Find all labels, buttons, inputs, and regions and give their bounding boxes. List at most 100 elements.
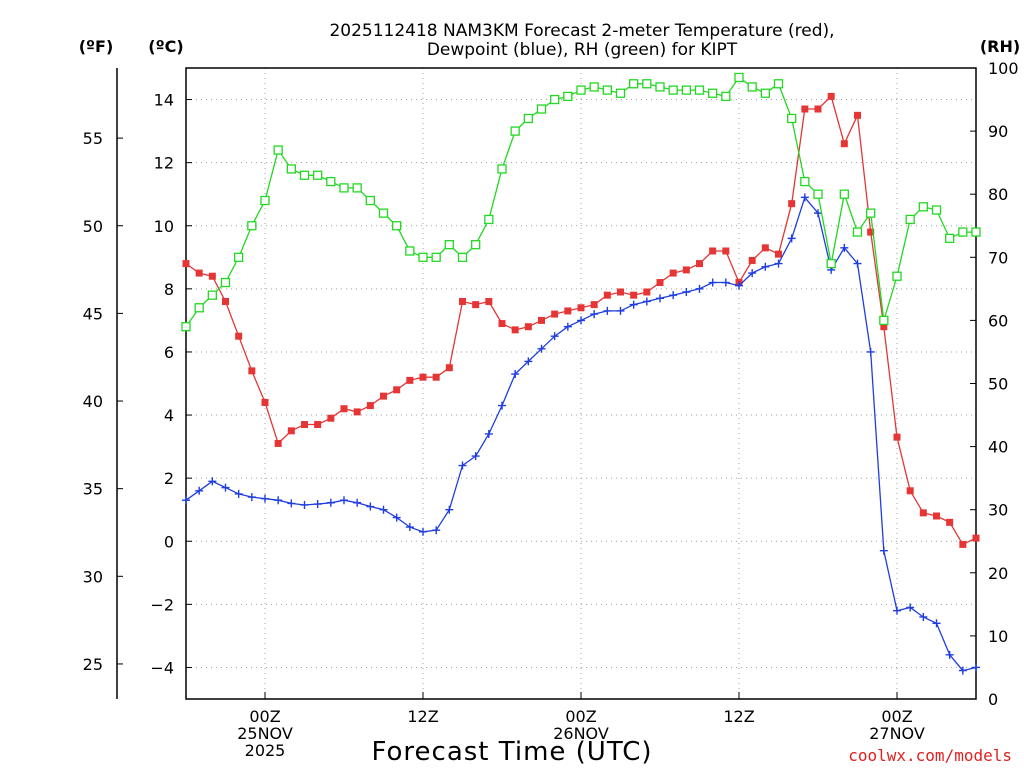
dewpoint-point <box>656 294 664 303</box>
celsius-tick-label: 0 <box>164 532 174 551</box>
rh-point <box>550 94 560 105</box>
rh-tick-label: 90 <box>988 122 1008 141</box>
rh-tick-label: 50 <box>988 375 1008 394</box>
dewpoint-point <box>379 505 388 514</box>
dewpoint-point <box>972 663 980 672</box>
dewpoint-point <box>932 619 941 628</box>
temperature-point <box>682 266 690 274</box>
rh-point <box>655 82 665 92</box>
temperature-point <box>472 301 480 309</box>
rh-tick-label: 0 <box>988 690 998 709</box>
x-tick-label: 25NOV <box>237 724 293 743</box>
temperature-point <box>222 297 229 305</box>
dewpoint-point <box>629 300 638 309</box>
rh-point <box>378 208 389 218</box>
dewpoint-series <box>182 193 980 675</box>
temperature-point <box>696 260 703 268</box>
rh-point <box>247 221 257 231</box>
unit-fahrenheit: (ºF) <box>79 37 114 56</box>
rh-point <box>484 214 494 225</box>
dewpoint-point <box>840 243 849 252</box>
dewpoint-point <box>326 498 335 507</box>
rh-point <box>892 271 902 281</box>
temperature-point <box>195 269 203 277</box>
temperature-point <box>380 392 387 400</box>
temperature-point <box>854 111 861 119</box>
dewpoint-point <box>590 310 599 319</box>
dewpoint-point <box>274 496 283 505</box>
rh-tick-label: 70 <box>988 248 1008 267</box>
temperature-point <box>722 247 730 255</box>
temperature-point <box>485 297 493 305</box>
rh-point <box>523 113 533 124</box>
rh-point <box>313 170 323 180</box>
celsius-tick-label: −4 <box>150 658 174 677</box>
dewpoint-point <box>432 526 441 535</box>
rh-point <box>642 79 652 89</box>
rh-point <box>760 88 770 98</box>
rh-point <box>576 85 586 95</box>
dewpoint-point <box>182 496 190 505</box>
rh-point <box>747 82 757 92</box>
dewpoint-point <box>221 483 230 492</box>
rh-point <box>734 72 744 83</box>
unit-celsius: (ºC) <box>148 37 183 56</box>
dewpoint-point <box>353 498 362 507</box>
x-tick-label: 12Z <box>723 707 754 726</box>
dewpoint-point <box>958 666 967 675</box>
rh-point <box>220 277 231 288</box>
temperature-point <box>788 200 796 208</box>
rh-point <box>931 205 942 215</box>
dewpoint-point <box>195 486 204 495</box>
rh-point <box>405 246 415 256</box>
temperature-point <box>327 414 335 422</box>
tick-labels: −4 −2 0 2 4 6 8 10 12 14 25 30 35 40 45 50 55 0 10 20 30 40 50… <box>83 59 1019 760</box>
rh-point <box>273 145 283 155</box>
temperature-point <box>919 509 927 517</box>
dewpoint-point <box>392 513 401 522</box>
dewpoint-point <box>919 612 928 621</box>
rh-point <box>918 202 928 212</box>
temperature-point <box>814 105 822 113</box>
rh-point <box>181 322 191 332</box>
rh-point <box>945 233 955 244</box>
x-tick-label: 12Z <box>407 707 438 726</box>
temperature-point <box>301 421 308 429</box>
dewpoint-point <box>642 297 651 306</box>
rh-point <box>444 240 454 250</box>
rh-tick-label: 100 <box>988 59 1019 78</box>
axes <box>116 67 977 700</box>
dewpoint-point <box>721 278 730 287</box>
temperature-point <box>972 534 980 542</box>
temperature-point <box>208 272 216 280</box>
chart-title-line2: Dewpoint (blue), RH (green) for KIPT <box>427 40 738 60</box>
temperature-point <box>840 140 848 148</box>
rh-point <box>457 252 468 262</box>
temperature-point <box>445 364 453 372</box>
celsius-tick-label: 4 <box>164 406 174 425</box>
temperature-point <box>498 320 506 328</box>
temperature-point <box>564 307 572 315</box>
temperature-series <box>182 92 980 548</box>
fahrenheit-tick-label: 50 <box>83 217 103 236</box>
rh-point <box>536 104 547 114</box>
fahrenheit-tick-label: 45 <box>83 304 103 323</box>
temperature-point <box>946 518 954 526</box>
dewpoint-point <box>498 401 506 410</box>
rh-point <box>589 82 599 92</box>
dewpoint-point <box>735 281 743 290</box>
dewpoint-point <box>603 306 612 315</box>
temperature-point <box>906 487 914 495</box>
rh-point <box>286 164 296 174</box>
rh-point <box>563 91 573 102</box>
fahrenheit-tick-label: 30 <box>83 567 103 586</box>
dewpoint-point <box>906 603 915 612</box>
fahrenheit-tick-label: 55 <box>83 129 103 148</box>
rh-point <box>813 189 823 199</box>
temperature-point <box>827 92 835 100</box>
rh-point <box>826 258 836 269</box>
dewpoint-point <box>563 322 572 331</box>
temperature-point <box>617 288 624 296</box>
dewpoint-point <box>774 259 783 268</box>
temperature-point <box>524 323 532 331</box>
